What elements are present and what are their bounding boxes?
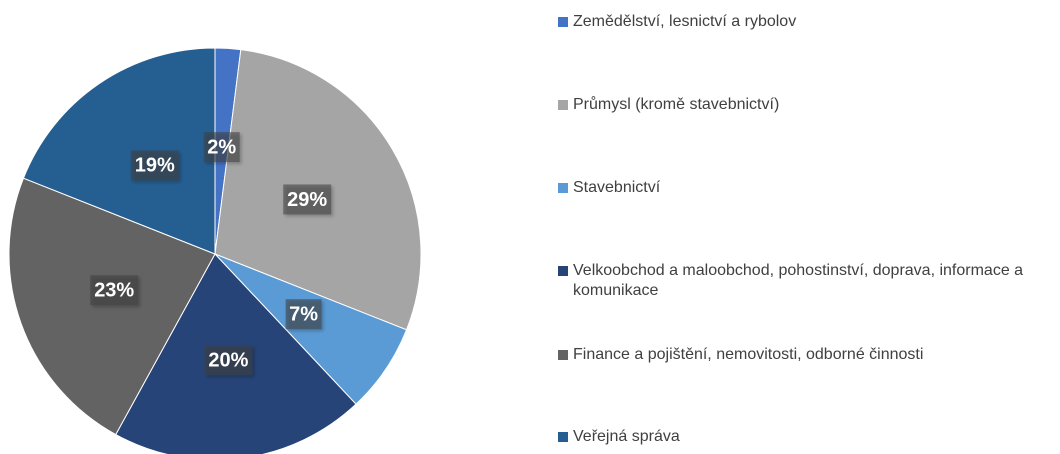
legend-swatch <box>558 183 568 193</box>
data-label-box <box>90 275 139 306</box>
data-label-box <box>203 132 240 163</box>
pie-slice <box>8 177 216 436</box>
legend-item: Průmysl (kromě stavebnictví) <box>558 95 779 115</box>
legend-label: Finance a pojištění, nemovitosti, odborn… <box>573 346 924 363</box>
legend-item: Veřejná správa <box>558 427 680 447</box>
data-label-box <box>285 299 322 330</box>
legend-item: Zemědělství, lesnictví a rybolov <box>558 12 796 32</box>
data-label: 23% <box>94 280 134 302</box>
legend-label: Stavebnictví <box>573 179 661 196</box>
data-label: 20% <box>208 350 248 372</box>
legend-item: Finance a pojištění, nemovitosti, odborn… <box>558 345 923 365</box>
legend-item: Velkoobchod a maloobchod, pohostinství, … <box>558 261 1053 301</box>
data-label-box <box>204 345 253 376</box>
legend-swatch <box>558 100 568 110</box>
legend-item: Stavebnictví <box>558 178 660 198</box>
legend-swatch <box>558 266 568 276</box>
data-label: 19% <box>135 155 175 177</box>
data-label: 7% <box>289 303 318 325</box>
pie-slice <box>22 47 216 255</box>
data-label-box <box>283 184 332 215</box>
legend-label: Průmysl (kromě stavebnictví) <box>573 96 780 113</box>
legend-label: Velkoobchod a maloobchod, pohostinství, … <box>573 262 1024 299</box>
legend-label: Veřejná správa <box>573 428 680 445</box>
pie: 2% 29% 7% 20% 23% 19% <box>8 47 422 454</box>
legend-swatch <box>558 17 568 27</box>
data-label: 29% <box>287 189 327 211</box>
data-label: 2% <box>207 136 236 158</box>
legend-swatch <box>558 432 568 442</box>
data-label-box <box>130 150 179 181</box>
legend-swatch <box>558 350 568 360</box>
legend-label: Zemědělství, lesnictví a rybolov <box>573 13 797 30</box>
